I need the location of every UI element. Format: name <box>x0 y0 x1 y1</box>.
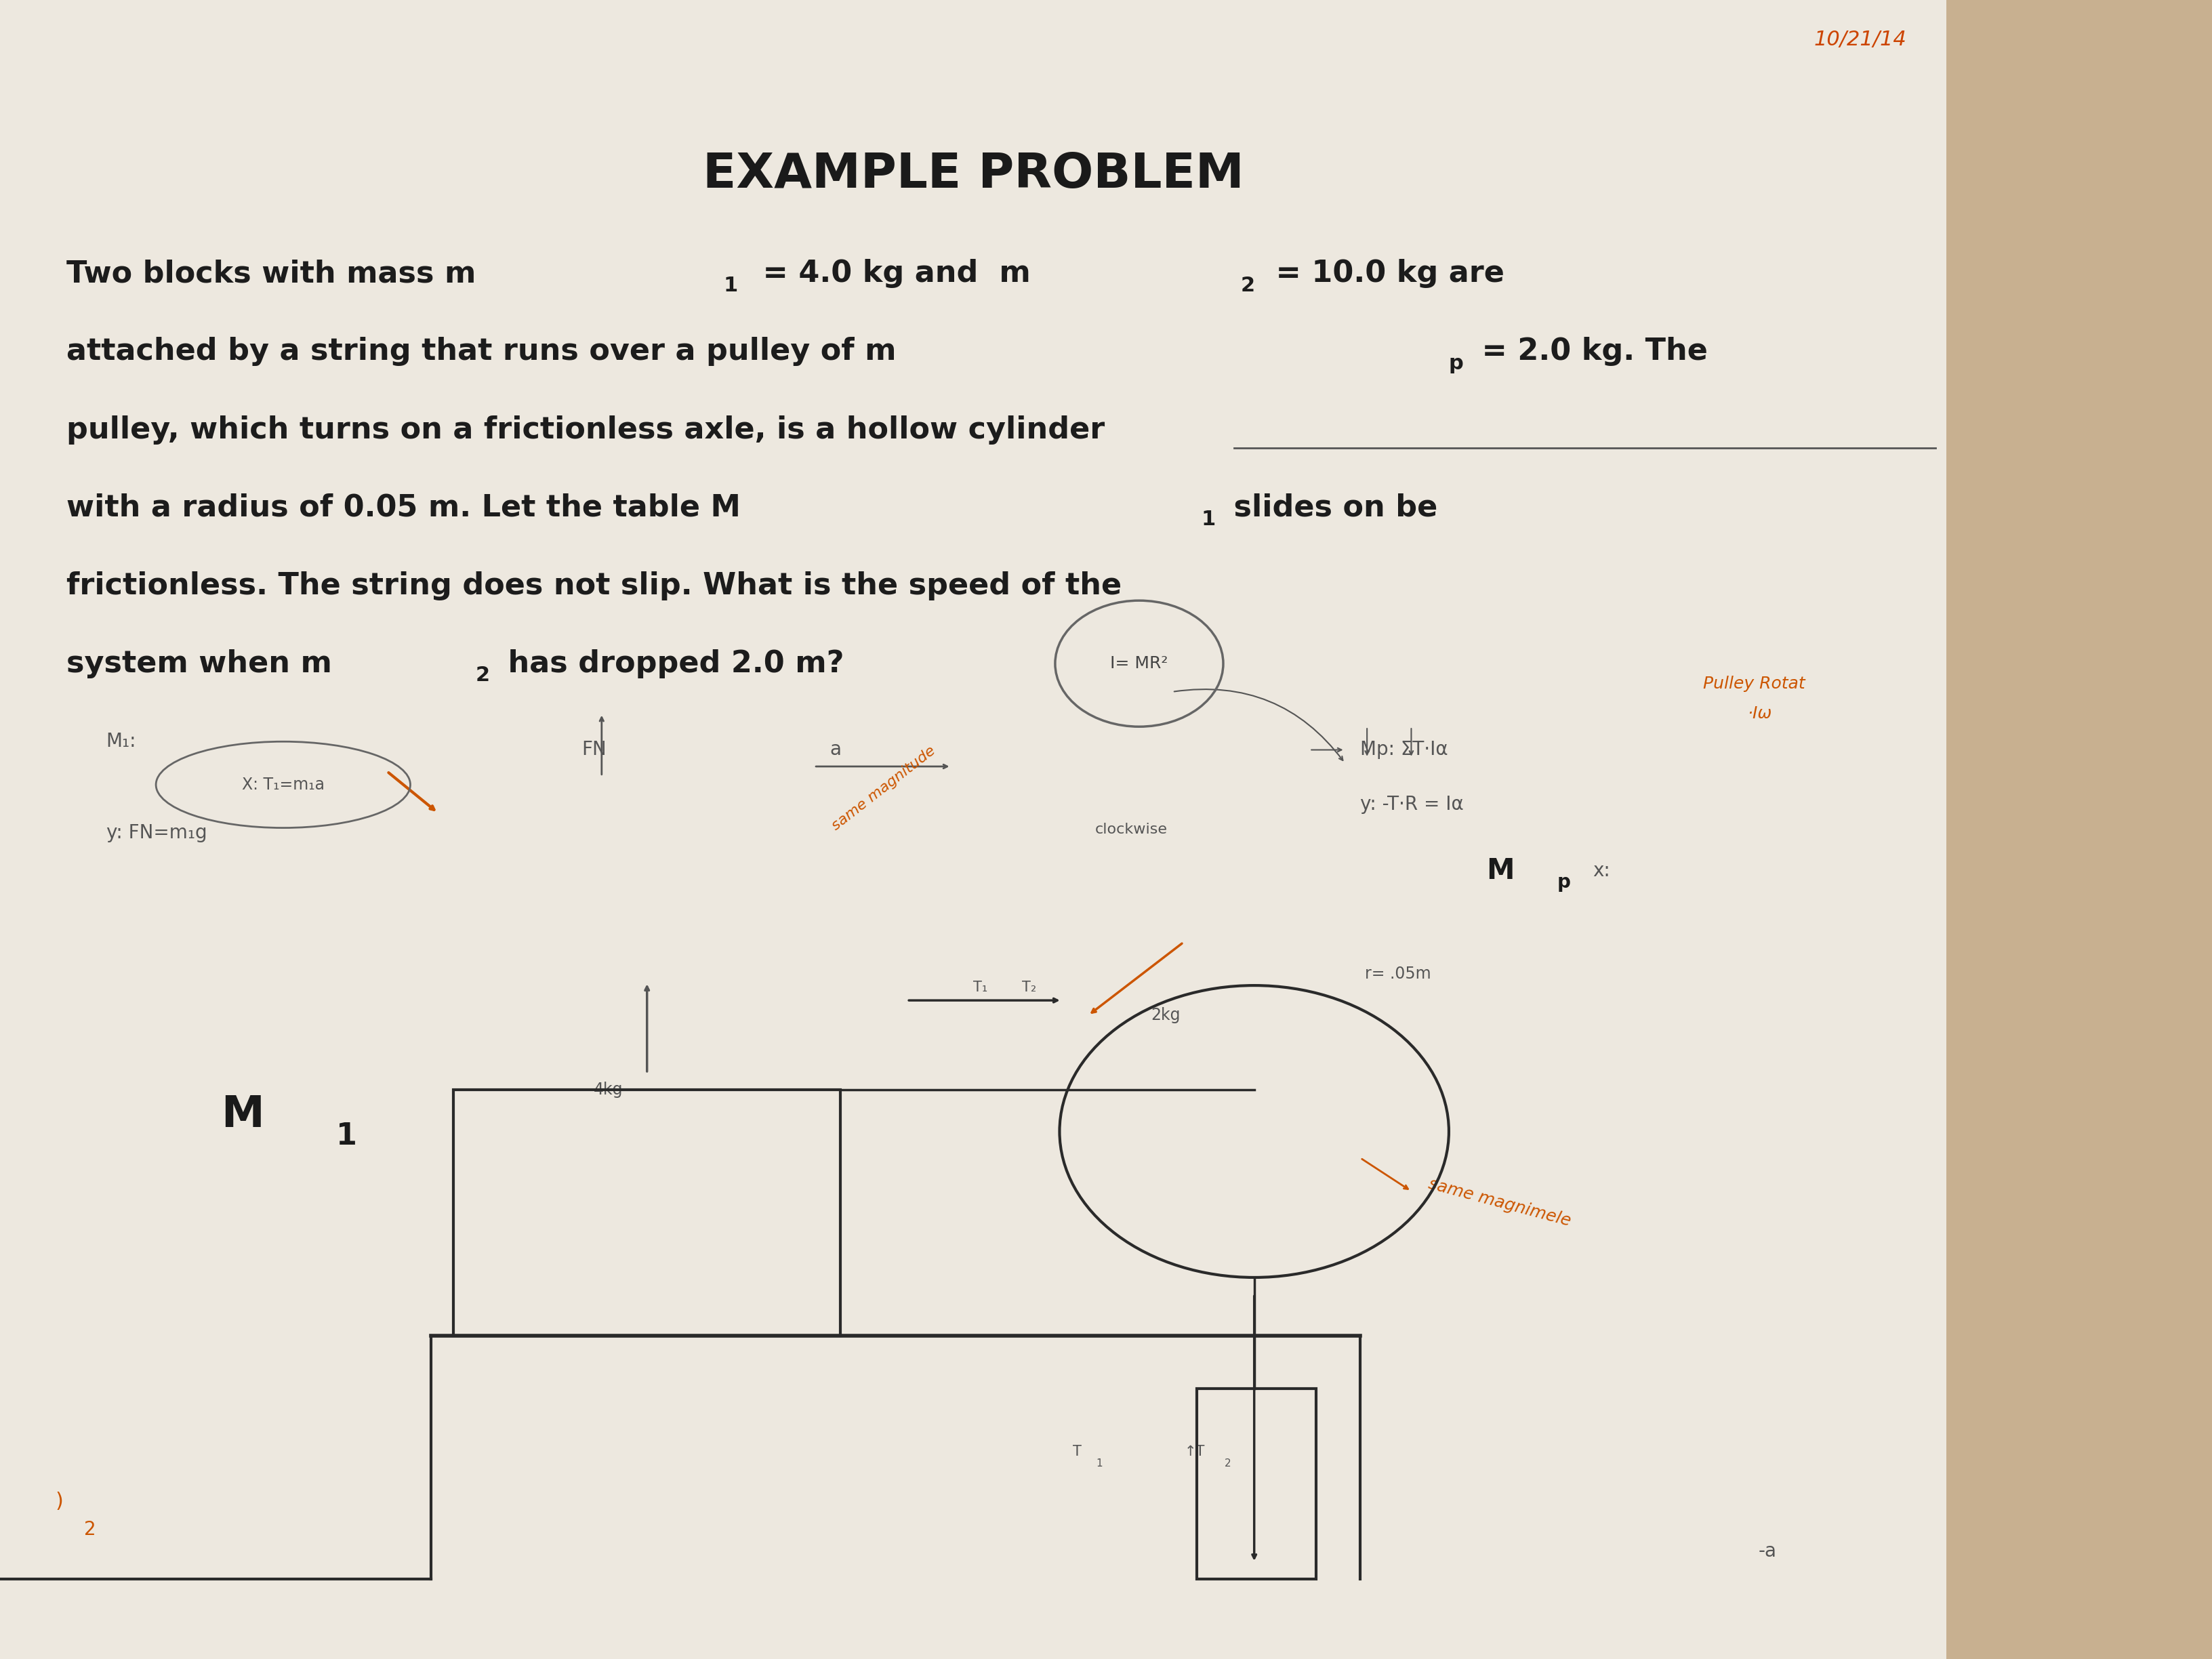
Text: 2: 2 <box>1241 275 1254 295</box>
Text: with a radius of 0.05 m. Let the table M: with a radius of 0.05 m. Let the table M <box>66 493 741 523</box>
Text: 2kg: 2kg <box>1150 1007 1181 1024</box>
Text: 2: 2 <box>84 1520 95 1540</box>
Text: EXAMPLE PROBLEM: EXAMPLE PROBLEM <box>703 151 1243 197</box>
Text: 2: 2 <box>476 665 489 685</box>
Text: I= MR²: I= MR² <box>1110 655 1168 672</box>
Bar <box>1197 1389 1316 1579</box>
Text: M: M <box>221 1093 263 1136</box>
Text: Two blocks with mass m: Two blocks with mass m <box>66 259 476 289</box>
Text: = 2.0 kg. The: = 2.0 kg. The <box>1471 337 1708 367</box>
Text: a: a <box>830 740 841 760</box>
Bar <box>0 0 1947 1659</box>
Text: p: p <box>1449 353 1464 373</box>
Text: M₁:: M₁: <box>106 732 137 752</box>
Text: 1: 1 <box>1201 509 1217 529</box>
Text: FN: FN <box>582 740 606 760</box>
Text: y: FN=m₁g: y: FN=m₁g <box>106 823 208 843</box>
Text: T₁: T₁ <box>973 980 989 994</box>
Text: has dropped 2.0 m?: has dropped 2.0 m? <box>498 649 845 679</box>
Text: system when m: system when m <box>66 649 332 679</box>
Text: p: p <box>1557 873 1571 893</box>
Text: 1: 1 <box>1097 1458 1102 1468</box>
Text: Mp: ΣT·Iα: Mp: ΣT·Iα <box>1360 740 1449 760</box>
Text: same magnitude: same magnitude <box>830 743 938 833</box>
Text: X: T₁=m₁a: X: T₁=m₁a <box>241 776 325 793</box>
Text: M: M <box>1486 856 1515 886</box>
Bar <box>453 1090 841 1335</box>
Text: ↑T: ↑T <box>1183 1445 1206 1458</box>
Text: clockwise: clockwise <box>1095 823 1168 836</box>
Text: 1: 1 <box>336 1121 356 1151</box>
Text: attached by a string that runs over a pulley of m: attached by a string that runs over a pu… <box>66 337 896 367</box>
Text: frictionless. The string does not slip. What is the speed of the: frictionless. The string does not slip. … <box>66 571 1121 601</box>
Text: 4kg: 4kg <box>593 1082 624 1098</box>
Text: 10/21/14: 10/21/14 <box>1814 30 1907 50</box>
Text: T₂: T₂ <box>1022 980 1037 994</box>
Text: 1: 1 <box>723 275 739 295</box>
Text: slides on be: slides on be <box>1223 493 1438 523</box>
Text: Pulley Rotat: Pulley Rotat <box>1703 675 1805 692</box>
Text: ): ) <box>55 1491 64 1511</box>
Text: = 4.0 kg and  m: = 4.0 kg and m <box>752 259 1031 289</box>
Text: = 10.0 kg are: = 10.0 kg are <box>1265 259 1504 289</box>
Text: T: T <box>1073 1445 1082 1458</box>
Text: r= .05m: r= .05m <box>1365 966 1431 982</box>
Text: x:: x: <box>1593 861 1610 881</box>
Text: y: -T·R = Iα: y: -T·R = Iα <box>1360 795 1464 815</box>
Text: same magnimele: same magnimele <box>1427 1176 1573 1229</box>
Text: -a: -a <box>1759 1541 1776 1561</box>
Text: pulley, which turns on a frictionless axle, is a hollow cylinder: pulley, which turns on a frictionless ax… <box>66 415 1104 445</box>
Text: 2: 2 <box>1225 1458 1230 1468</box>
Text: ·Iω: ·Iω <box>1747 705 1772 722</box>
